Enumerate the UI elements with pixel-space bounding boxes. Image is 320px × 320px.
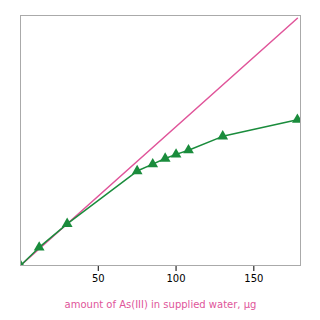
svg-text:50: 50 bbox=[92, 273, 105, 284]
svg-text:100: 100 bbox=[167, 273, 186, 284]
svg-text:amount of As(III) in supplied: amount of As(III) in supplied water, μg bbox=[65, 299, 257, 310]
svg-text:150: 150 bbox=[244, 273, 263, 284]
